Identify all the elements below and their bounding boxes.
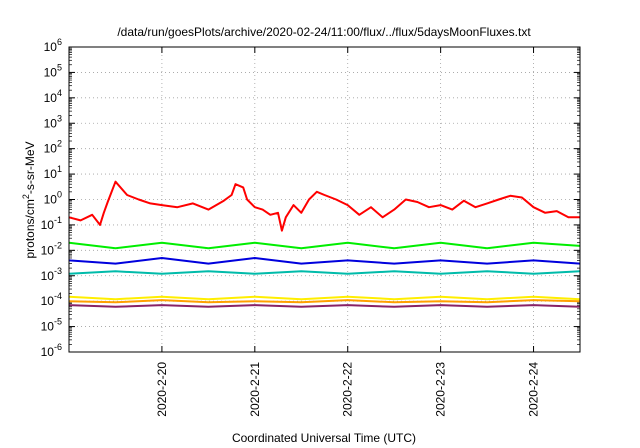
y-tick-base: 10 bbox=[41, 218, 55, 232]
series-line bbox=[68, 295, 581, 301]
y-tick-label: 10-6 bbox=[41, 342, 62, 359]
series-line bbox=[68, 257, 581, 265]
y-tick-label: 106 bbox=[44, 37, 62, 54]
x-axis-ticks: 2020-2-20 2020-2-21 2020-2-22 2020-2-23 2020… bbox=[155, 47, 541, 417]
y-tick-exponent: -6 bbox=[54, 342, 62, 352]
y-tick-exponent: -3 bbox=[54, 266, 62, 276]
y-axis-label-sup: 2 bbox=[21, 194, 31, 199]
x-axis-label: Coordinated Universal Time (UTC) bbox=[232, 431, 416, 445]
y-tick-base: 10 bbox=[41, 345, 55, 359]
y-tick-exponent: 3 bbox=[57, 113, 62, 123]
y-tick-label: 10-1 bbox=[41, 215, 62, 232]
x-tick-label: 2020-2-24 bbox=[527, 362, 541, 417]
y-tick-label: 10-2 bbox=[41, 240, 62, 257]
y-tick-base: 10 bbox=[44, 167, 58, 181]
y-tick-base: 10 bbox=[44, 40, 58, 54]
grid-lines bbox=[69, 47, 580, 352]
series-line bbox=[68, 270, 581, 275]
y-axis-label-post: -s-sr-MeV bbox=[23, 141, 37, 194]
y-tick-exponent: 6 bbox=[57, 37, 62, 47]
y-tick-label: 10-3 bbox=[41, 266, 62, 283]
series-line bbox=[68, 299, 581, 304]
plot-frame bbox=[68, 46, 581, 353]
y-tick-exponent: -5 bbox=[54, 317, 62, 327]
y-tick-exponent: 1 bbox=[57, 164, 62, 174]
y-tick-exponent: 4 bbox=[57, 88, 62, 98]
y-tick-base: 10 bbox=[41, 269, 55, 283]
series-line bbox=[68, 241, 581, 250]
x-tick-label: 2020-2-20 bbox=[155, 362, 169, 417]
y-tick-base: 10 bbox=[41, 320, 55, 334]
y-tick-label: 10-5 bbox=[41, 317, 62, 334]
x-tick-label: 2020-2-21 bbox=[248, 362, 262, 417]
y-tick-base: 10 bbox=[44, 142, 58, 156]
y-tick-exponent: -1 bbox=[54, 215, 62, 225]
y-tick-label: 104 bbox=[44, 88, 62, 105]
y-tick-exponent: -2 bbox=[54, 240, 62, 250]
series-lines bbox=[68, 180, 581, 308]
y-tick-exponent: 0 bbox=[57, 190, 62, 200]
y-tick-exponent: 5 bbox=[57, 62, 62, 72]
chart-title: /data/run/goesPlots/archive/2020-02-24/1… bbox=[117, 25, 531, 39]
y-tick-base: 10 bbox=[44, 193, 58, 207]
y-tick-base: 10 bbox=[44, 65, 58, 79]
y-axis-label-pre: protons/cm bbox=[23, 199, 37, 258]
y-tick-exponent: -4 bbox=[54, 291, 62, 301]
y-tick-label: 105 bbox=[44, 62, 62, 79]
y-tick-base: 10 bbox=[44, 91, 58, 105]
series-line bbox=[68, 180, 580, 232]
y-tick-base: 10 bbox=[44, 116, 58, 130]
x-tick-label: 2020-2-23 bbox=[434, 362, 448, 417]
series-line bbox=[68, 304, 581, 308]
x-tick-label: 2020-2-22 bbox=[341, 362, 355, 417]
y-tick-label: 103 bbox=[44, 113, 62, 130]
y-tick-label: 100 bbox=[44, 190, 62, 207]
y-tick-base: 10 bbox=[41, 294, 55, 308]
y-axis-label: protons/cm2-s-sr-MeV bbox=[21, 141, 37, 258]
y-tick-label: 10-4 bbox=[41, 291, 62, 308]
y-tick-exponent: 2 bbox=[57, 139, 62, 149]
y-tick-label: 101 bbox=[44, 164, 62, 181]
y-tick-base: 10 bbox=[41, 243, 55, 257]
y-tick-label: 102 bbox=[44, 139, 62, 156]
